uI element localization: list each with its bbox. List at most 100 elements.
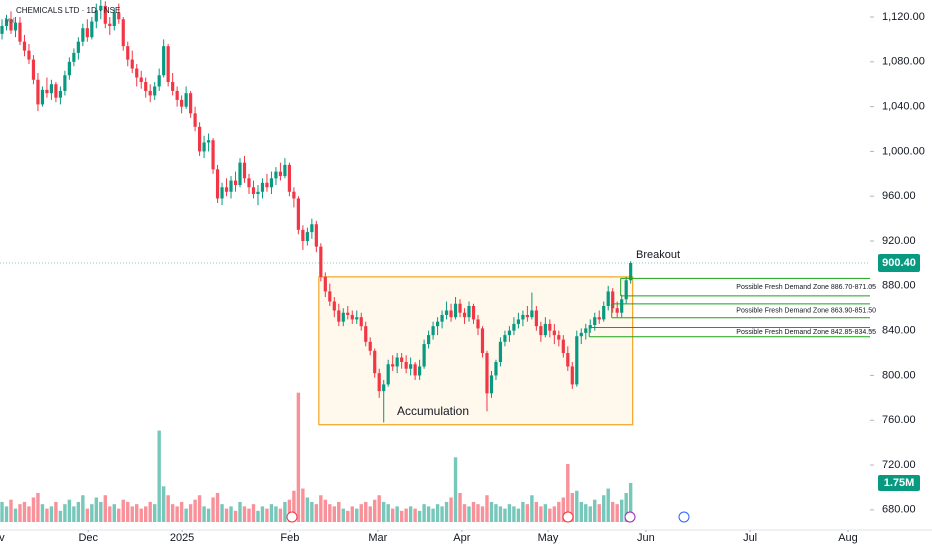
candle-body: [314, 224, 318, 247]
candle-body: [206, 140, 211, 143]
candle-body: [224, 187, 229, 192]
x-tick-label: 2025: [170, 532, 194, 544]
candle-body: [117, 12, 121, 20]
candle-body: [144, 81, 148, 91]
candle-body: [193, 113, 197, 127]
candle-body: [121, 19, 125, 47]
volume-bar: [624, 493, 628, 522]
candle-body: [301, 229, 305, 242]
candle-body: [597, 317, 601, 320]
volume-bar: [135, 504, 139, 522]
y-tick-label: 680.00: [882, 504, 916, 516]
volume-bar: [40, 504, 45, 522]
volume-bar: [193, 499, 197, 522]
volume-bar: [296, 392, 301, 522]
volume-bar: [76, 501, 81, 522]
candle-body: [112, 12, 116, 26]
volume-bar: [368, 506, 372, 522]
candle-body: [256, 191, 260, 194]
y-tick-label: 920.00: [882, 235, 916, 247]
candle-body: [543, 323, 547, 336]
y-tick-label: 1,120.00: [882, 11, 925, 23]
candle-body: [346, 312, 350, 315]
volume-bar: [292, 490, 296, 522]
candle-body: [36, 79, 40, 105]
volume-bar: [543, 504, 548, 522]
candle-body: [418, 366, 422, 376]
volume-bar: [539, 506, 543, 522]
volume-bar: [507, 504, 512, 522]
volume-bar: [166, 495, 170, 522]
candle-body: [373, 350, 377, 374]
candle-body: [49, 84, 54, 94]
candle-body: [593, 317, 597, 326]
volume-bar: [224, 508, 229, 522]
y-tick-label: 1,040.00: [882, 101, 925, 113]
y-tick-label: 960.00: [882, 190, 916, 202]
candle-body: [579, 332, 583, 337]
volume-bar: [179, 501, 184, 522]
candle-body: [45, 89, 49, 94]
candle-body: [368, 341, 372, 351]
volume-bar: [619, 499, 624, 522]
volume-bar: [458, 493, 462, 522]
volume-bar: [350, 506, 354, 522]
volume-bar: [485, 495, 489, 522]
chart-title: CHEMICALS LTD · 1D · NSE: [16, 6, 120, 15]
x-tick-label: Apr: [453, 532, 470, 544]
candle-body: [229, 180, 233, 192]
volume-bar: [45, 508, 49, 522]
candle-body: [422, 344, 426, 367]
volume-bar: [489, 501, 494, 522]
candle-body: [575, 336, 579, 385]
x-tick-label: Feb: [280, 532, 299, 544]
volume-bar: [566, 464, 570, 522]
volume-bar: [584, 504, 588, 522]
volume-bar: [144, 506, 148, 522]
candle-body: [512, 323, 516, 331]
candle-body: [269, 178, 274, 188]
volume-bar: [108, 506, 112, 522]
candle-body: [292, 191, 296, 199]
candle-body: [557, 335, 561, 340]
volume-bar: [408, 506, 413, 522]
candle-body: [238, 162, 242, 186]
volume-bar: [328, 504, 332, 522]
volume-bar: [310, 501, 314, 522]
volume-bar: [260, 506, 265, 522]
candle-body: [476, 319, 480, 329]
volume-bar: [283, 501, 287, 522]
candle-body: [287, 164, 292, 192]
volume-bar: [449, 497, 453, 522]
volume-bar: [238, 501, 242, 522]
candle-body: [215, 169, 220, 199]
candle-body: [197, 126, 202, 152]
volume-bar: [494, 504, 498, 522]
candle-body: [283, 164, 287, 177]
volume-bar: [148, 501, 152, 522]
candle-body: [251, 187, 256, 194]
volume-bar: [548, 508, 552, 522]
candle-body: [615, 308, 619, 313]
volume-title: Vol: [5, 18, 15, 25]
volume-bar: [426, 506, 431, 522]
volume-bar: [597, 504, 601, 522]
volume-bar: [103, 495, 107, 522]
volume-bar: [575, 490, 579, 522]
candle-body: [108, 23, 112, 26]
volume-bar: [593, 499, 597, 522]
volume-bar: [341, 508, 345, 522]
candle-body: [67, 61, 71, 76]
volume-bar: [184, 508, 188, 522]
volume-bar: [170, 504, 175, 522]
candle-body: [534, 310, 538, 327]
candle-body: [31, 59, 36, 80]
candle-body: [189, 93, 193, 114]
volume-bar: [431, 508, 435, 522]
volume-bar: [399, 510, 404, 522]
volume-bar: [90, 504, 94, 522]
volume-bar: [395, 506, 399, 522]
zone-label: Possible Fresh Demand Zone 863.90-851.50: [736, 308, 876, 315]
volume-bar: [139, 508, 143, 522]
candle-body: [211, 140, 215, 170]
